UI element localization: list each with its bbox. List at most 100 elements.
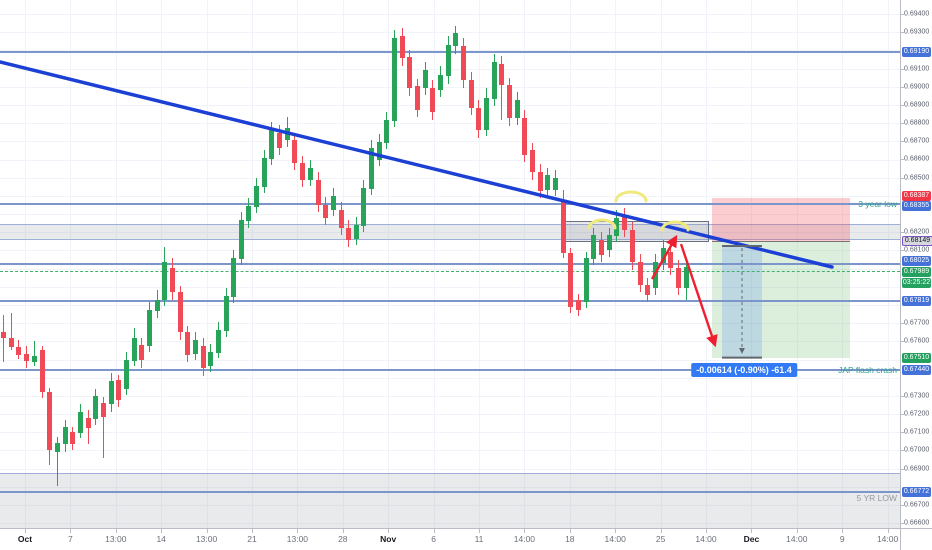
candle-body bbox=[155, 300, 160, 311]
candle-body bbox=[162, 262, 167, 300]
price-axis-tick bbox=[901, 86, 904, 88]
candle-body bbox=[224, 296, 229, 331]
candle-body bbox=[316, 180, 321, 205]
candle-body bbox=[661, 248, 666, 263]
horizontal-gridline bbox=[0, 286, 900, 288]
candle-body bbox=[568, 252, 573, 307]
horizontal-gridline bbox=[0, 32, 900, 34]
candle-wick bbox=[57, 437, 58, 486]
horizontal-gridline bbox=[0, 268, 900, 270]
candle-body bbox=[269, 130, 274, 159]
horizontal-level-line[interactable] bbox=[0, 263, 900, 265]
candle-body bbox=[484, 98, 489, 130]
entry-price-line bbox=[712, 241, 850, 243]
time-axis-label: 14:00 bbox=[604, 534, 626, 544]
candle-body bbox=[591, 234, 596, 259]
entry-zone-box[interactable] bbox=[563, 221, 709, 243]
horizontal-gridline bbox=[0, 341, 900, 343]
price-axis-badge: 0.67510 bbox=[902, 352, 931, 363]
time-axis-label: 6 bbox=[431, 534, 436, 544]
candle-body bbox=[292, 140, 297, 163]
price-axis-tick bbox=[901, 432, 904, 434]
price-axis-tick bbox=[901, 504, 904, 506]
price-axis-tick-label: 0.68900 bbox=[904, 101, 930, 109]
time-axis-label: 13:00 bbox=[105, 534, 127, 544]
time-axis-tick bbox=[388, 529, 390, 533]
time-axis-tick bbox=[660, 529, 662, 533]
candle-body bbox=[584, 258, 589, 302]
candle-body bbox=[16, 346, 21, 355]
candle-body bbox=[178, 292, 183, 332]
price-axis-tick bbox=[901, 159, 904, 161]
price-axis-tick bbox=[901, 323, 904, 325]
time-axis-label: 14:00 bbox=[786, 534, 808, 544]
candle-body bbox=[476, 108, 481, 130]
time-axis-label: 7 bbox=[68, 534, 73, 544]
candle-body bbox=[1, 332, 6, 338]
price-axis-tick bbox=[901, 523, 904, 525]
horizontal-gridline bbox=[0, 359, 900, 361]
price-axis-tick-label: 0.68100 bbox=[904, 246, 930, 254]
price-axis-tick bbox=[901, 450, 904, 452]
price-axis-tick-label: 0.69300 bbox=[904, 28, 930, 36]
chart-annotation-label: JAP flash crash bbox=[838, 365, 897, 376]
candle-wick bbox=[103, 396, 104, 458]
price-axis-badge: 0.67989 bbox=[902, 267, 931, 277]
time-axis-label: 13:00 bbox=[195, 534, 218, 544]
measurement-label: -0.00614 (-0.90%) -61.4 bbox=[691, 362, 797, 377]
price-axis-tick bbox=[901, 14, 904, 15]
price-axis-badge: 0.68355 bbox=[902, 201, 931, 212]
candle-body bbox=[653, 262, 658, 288]
time-axis-label: 13:00 bbox=[286, 534, 309, 544]
candle-body bbox=[614, 218, 619, 236]
candle-body bbox=[638, 262, 643, 285]
candle-body bbox=[70, 432, 75, 444]
price-axis-tick-label: 0.68500 bbox=[904, 174, 930, 182]
candle-body bbox=[530, 150, 535, 172]
candle-body bbox=[553, 178, 558, 190]
horizontal-gridline bbox=[0, 304, 900, 306]
candle-body bbox=[645, 284, 650, 295]
horizontal-gridline bbox=[0, 486, 900, 488]
horizontal-level-line[interactable] bbox=[0, 300, 900, 303]
candle-body bbox=[538, 172, 543, 191]
candle-body bbox=[170, 268, 175, 292]
candle-body bbox=[684, 267, 689, 288]
candle-body bbox=[239, 220, 244, 259]
candle-body bbox=[545, 174, 550, 190]
chart-annotation-label: 5 YR LOW bbox=[856, 492, 897, 503]
time-axis-tick bbox=[252, 529, 253, 533]
candle-body bbox=[430, 88, 435, 112]
candle-body bbox=[216, 330, 221, 353]
chart-annotation-label: 3 year low bbox=[858, 199, 897, 209]
candle-body bbox=[24, 354, 29, 362]
price-axis-tick bbox=[901, 32, 904, 34]
price-axis[interactable]: 0.69400 0.69300 0.69100 0.69000 0.68900 0.688… bbox=[900, 0, 932, 528]
time-axis-tick bbox=[479, 529, 480, 533]
candle-body bbox=[522, 118, 527, 155]
candle-body bbox=[622, 214, 627, 230]
time-axis-label: 11 bbox=[474, 534, 484, 544]
horizontal-gridline bbox=[0, 377, 900, 379]
chart-pane[interactable]: 3 year low JAP flash crash 5 YR LOW -0.0061… bbox=[0, 0, 900, 528]
time-axis[interactable]: Oct 7 13:00 14 13:00 21 13:00 28 Nov 6 11 14:00 18 14… bbox=[0, 528, 932, 550]
time-axis-tick bbox=[342, 529, 344, 533]
price-axis-tick-label: 0.68800 bbox=[904, 119, 930, 127]
horizontal-gridline bbox=[0, 504, 900, 506]
horizontal-level-line[interactable] bbox=[0, 490, 900, 493]
price-axis-tick bbox=[901, 468, 904, 470]
candle-body bbox=[676, 268, 681, 288]
price-axis-tick-label: 0.69000 bbox=[904, 83, 930, 91]
candle-body bbox=[101, 403, 106, 417]
horizontal-gridline bbox=[0, 432, 900, 434]
price-axis-tick bbox=[901, 141, 904, 143]
time-axis-tick bbox=[887, 529, 889, 533]
time-axis-label: 9 bbox=[839, 534, 845, 544]
horizontal-level-line[interactable] bbox=[0, 369, 900, 372]
current-price-line bbox=[0, 270, 900, 272]
price-axis-tick bbox=[901, 341, 904, 343]
five-year-low-band[interactable] bbox=[0, 472, 900, 528]
candle-body bbox=[63, 426, 68, 444]
time-axis-tick bbox=[842, 529, 844, 533]
